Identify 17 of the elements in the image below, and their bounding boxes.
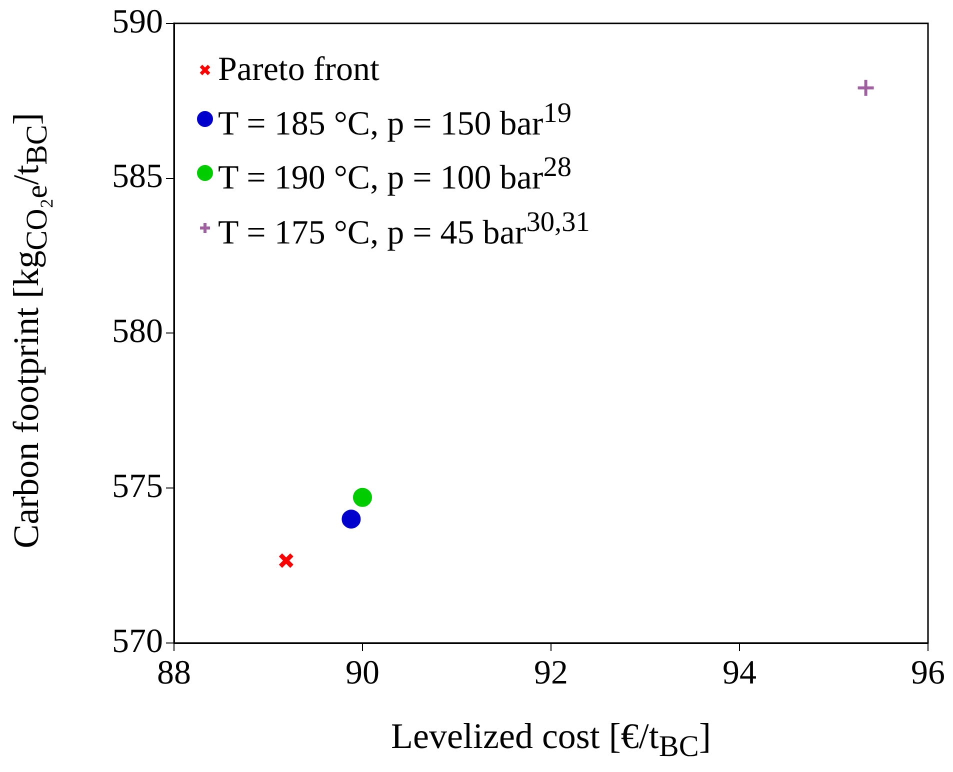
point <box>856 78 876 98</box>
legend-label: T = 190 °C, p = 100 bar$^{28}$ <box>218 151 572 199</box>
point <box>353 488 372 507</box>
y-tick-label: 580 <box>112 313 163 350</box>
x-tick-label: 94 <box>722 654 756 692</box>
x-tick-label: 96 <box>911 654 945 692</box>
x-axis-title: Levelized cost [€/t$_{BC}$] <box>390 715 712 764</box>
point <box>278 552 294 568</box>
y-tick-label: 585 <box>112 158 163 196</box>
legend-label: T = 175 °C, p = 45 bar$^{30,31}$ <box>218 206 590 253</box>
y-tick-label: 575 <box>112 468 163 506</box>
legend-label: Pareto front <box>218 50 380 90</box>
legend-label: T = 185 °C, p = 150 bar$^{19}$ <box>218 97 572 144</box>
x-tick-label: 92 <box>534 654 568 692</box>
y-tick-label: 590 <box>112 3 163 40</box>
point <box>342 510 361 529</box>
x-tick-label: 90 <box>346 654 380 692</box>
